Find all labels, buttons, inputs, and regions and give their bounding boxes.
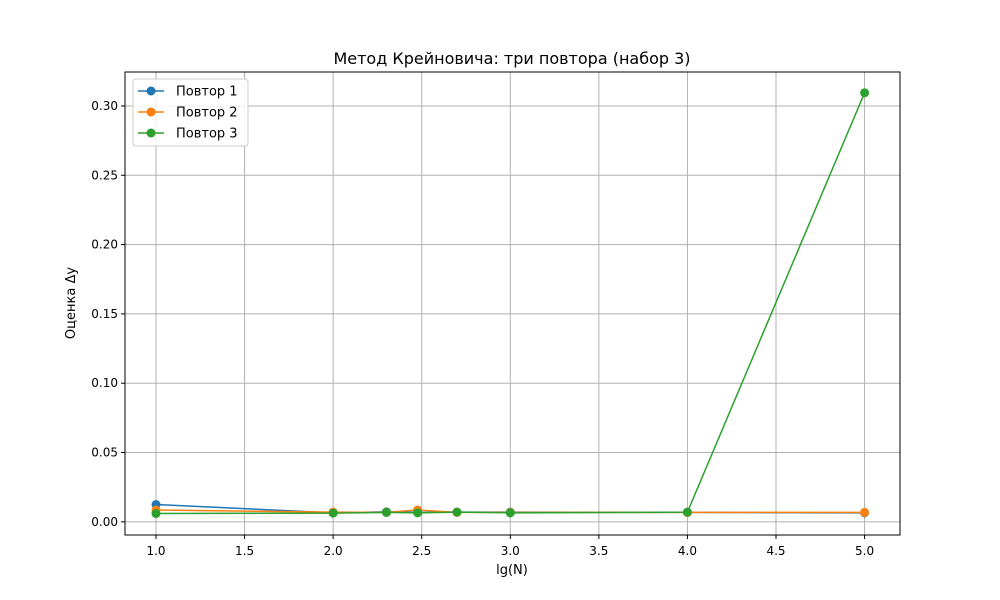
legend-box — [132, 78, 249, 147]
data-point — [682, 507, 692, 517]
plot-frame — [124, 71, 901, 536]
chart-title: Метод Крейновича: три повтора (набор 3) — [333, 49, 690, 68]
data-point — [505, 508, 515, 518]
legend-item: Повтор 2 — [138, 106, 238, 121]
y-tick-label: 0.10 — [91, 376, 118, 390]
y-axis-label: Оценка Δy — [64, 267, 79, 339]
y-tick-label: 0.30 — [91, 99, 118, 113]
x-tick-label: 2.5 — [412, 544, 431, 558]
y-tick-label: 0.00 — [91, 515, 118, 529]
data-point — [860, 507, 870, 517]
y-tick-label: 0.20 — [91, 238, 118, 252]
x-axis-label: lg(N) — [496, 563, 528, 578]
x-tick-label: 5.0 — [855, 544, 874, 558]
x-tick-label: 3.0 — [501, 544, 520, 558]
y-axis: 0.00 0.05 0.10 0.15 0.20 0.25 0.30 — [91, 99, 125, 529]
data-point — [413, 508, 423, 518]
x-tick-label: 3.5 — [589, 544, 608, 558]
series-line — [155, 92, 866, 515]
legend-label: Повтор 1 — [176, 85, 238, 100]
x-tick-label: 2.0 — [324, 544, 343, 558]
y-tick-label: 0.25 — [91, 168, 118, 182]
legend-label: Повтор 3 — [176, 127, 238, 142]
series-layer — [151, 88, 870, 519]
x-tick-label: 1.0 — [146, 544, 165, 558]
legend: Повтор 1 Повтор 2 Повтор 3 — [132, 78, 249, 147]
legend-item: Повтор 1 — [138, 85, 238, 100]
x-tick-label: 4.0 — [678, 544, 697, 558]
x-tick-label: 1.5 — [235, 544, 254, 558]
data-point — [328, 508, 338, 518]
legend-item: Повтор 3 — [138, 127, 238, 142]
legend-label: Повтор 2 — [176, 106, 238, 121]
data-point — [860, 88, 870, 98]
legend-swatch-marker — [146, 128, 156, 138]
legend-swatch-marker — [146, 86, 156, 96]
y-tick-label: 0.05 — [91, 446, 118, 460]
y-tick-label: 0.15 — [91, 307, 118, 321]
data-point — [452, 507, 462, 517]
legend-swatch-marker — [146, 107, 156, 117]
grid — [125, 72, 900, 535]
data-point — [151, 509, 161, 519]
series-3 — [151, 88, 870, 519]
x-axis: 1.0 1.5 2.0 2.5 3.0 3.5 4.0 4.5 5.0 — [146, 535, 874, 558]
data-point — [381, 507, 391, 517]
x-tick-label: 4.5 — [766, 544, 785, 558]
